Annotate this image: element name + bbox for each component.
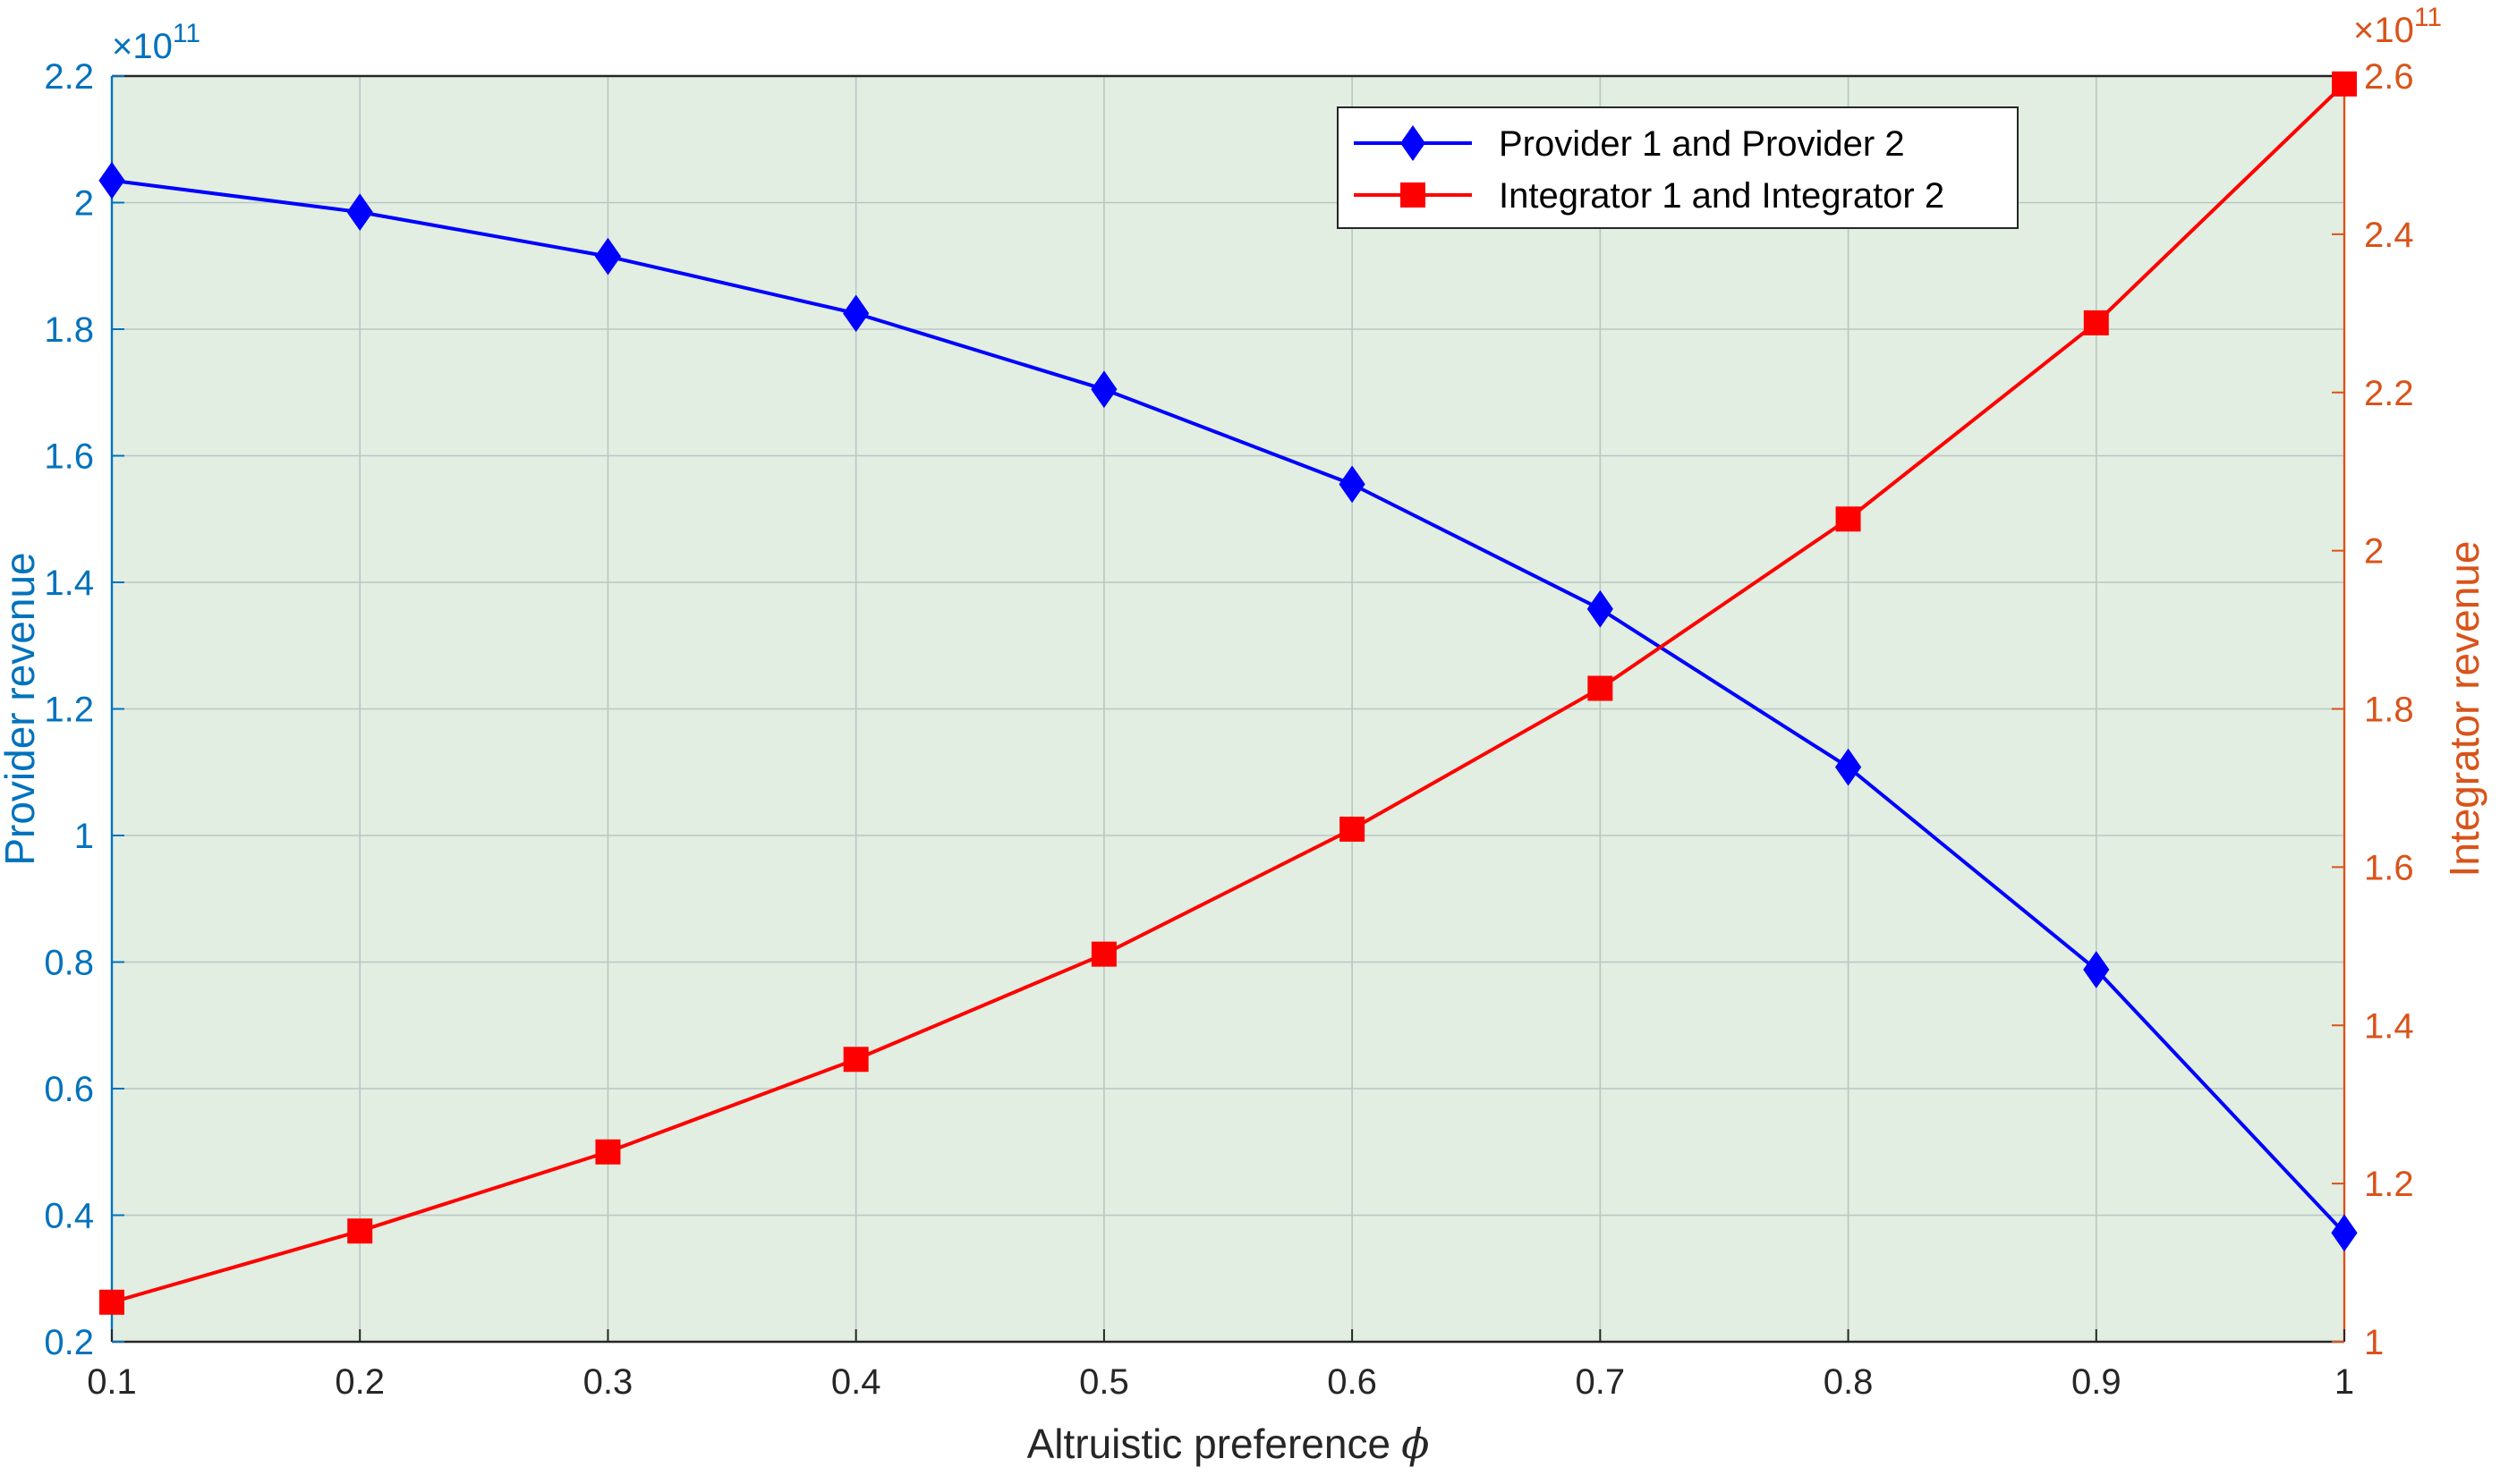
right-tick-label-7: 2.4 [2364, 216, 2414, 255]
left-axis-multiplier: ×1011 [112, 19, 200, 66]
left-tick-label-5: 1.2 [44, 691, 94, 730]
series-line-integrator [111, 82, 2346, 1304]
x-axis-label-text: Altruistic preference [1027, 1420, 1391, 1467]
point-integrator-5 [1339, 816, 1365, 842]
right-tick-label-6: 2.2 [2364, 374, 2414, 413]
right-axis-multiplier-base: ×10 [2353, 11, 2414, 50]
right-tick-label-2: 1.4 [2364, 1006, 2414, 1046]
series-layer [98, 71, 2358, 1315]
left-tick-label-1: 0.4 [44, 1197, 94, 1236]
left-tick-label-8: 1.8 [44, 310, 94, 350]
left-tick-label-7: 1.6 [44, 437, 94, 477]
legend-entry-integrator: Integrator 1 and Integrator 2 [1499, 176, 1944, 216]
left-axis-label: Provider revenue [0, 552, 43, 865]
point-integrator-2 [595, 1139, 621, 1165]
left-tick-label-2: 0.6 [44, 1070, 94, 1109]
point-provider-5 [1339, 465, 1365, 504]
point-provider-3 [843, 294, 870, 333]
point-integrator-4 [1091, 941, 1117, 967]
x-tick-label-9: 1 [2334, 1362, 2354, 1402]
legend-marker-integrator [1400, 182, 1425, 208]
left-tick-label-0: 0.2 [44, 1323, 94, 1362]
right-axis-multiplier: ×1011 [2353, 3, 2442, 50]
point-integrator-9 [2332, 71, 2357, 97]
x-axis-label-symbol: ϕ [1401, 1420, 1429, 1468]
x-axis-label: Altruistic preference ϕ [1027, 1420, 1430, 1468]
point-provider-1 [346, 193, 373, 231]
x-tick-label-5: 0.6 [1327, 1362, 1377, 1402]
left-axis-multiplier-exponent: 11 [173, 19, 200, 48]
right-tick-label-1: 1.2 [2364, 1165, 2414, 1204]
right-axis-multiplier-exponent: 11 [2414, 3, 2442, 32]
x-tick-label-2: 0.3 [583, 1362, 634, 1402]
point-provider-4 [1091, 370, 1118, 409]
right-tick-label-4: 1.8 [2364, 691, 2414, 730]
point-integrator-7 [1835, 506, 1861, 532]
point-provider-0 [98, 161, 125, 199]
point-integrator-1 [347, 1218, 373, 1244]
legend-box [1337, 106, 2019, 229]
point-provider-2 [594, 237, 622, 276]
left-tick-label-4: 1 [74, 817, 94, 856]
x-tick-label-6: 0.7 [1576, 1362, 1626, 1402]
right-tick-label-0: 1 [2364, 1323, 2384, 1362]
point-integrator-3 [843, 1047, 869, 1073]
x-tick-label-3: 0.4 [831, 1362, 881, 1402]
left-axis-multiplier-base: ×10 [112, 27, 173, 66]
x-tick-label-7: 0.8 [1824, 1362, 1874, 1402]
left-tick-label-10: 2.2 [44, 57, 94, 97]
x-tick-label-0: 0.1 [87, 1362, 137, 1402]
point-integrator-8 [2083, 310, 2109, 335]
x-tick-label-8: 0.9 [2071, 1362, 2122, 1402]
right-tick-label-8: 2.6 [2364, 57, 2414, 97]
point-integrator-0 [99, 1289, 124, 1315]
point-provider-6 [1586, 589, 1613, 628]
left-tick-label-6: 1.4 [44, 564, 94, 603]
legend-entry-provider: Provider 1 and Provider 2 [1499, 124, 1905, 164]
x-tick-label-4: 0.5 [1079, 1362, 1129, 1402]
right-tick-label-3: 1.6 [2364, 848, 2414, 887]
point-provider-7 [1834, 748, 1862, 786]
x-tick-label-1: 0.2 [335, 1362, 385, 1402]
right-tick-label-5: 2 [2364, 532, 2384, 572]
left-tick-label-3: 0.8 [44, 944, 94, 983]
point-provider-9 [2331, 1214, 2358, 1252]
left-tick-label-9: 2 [74, 184, 94, 224]
legend-marker-provider [1400, 125, 1425, 161]
series-line-provider [111, 178, 2346, 1234]
right-axis-label: Integrator revenue [2441, 541, 2487, 878]
legend: Provider 1 and Provider 2 Integrator 1 a… [1337, 106, 2019, 229]
point-integrator-6 [1587, 675, 1613, 701]
point-provider-8 [2083, 951, 2110, 988]
